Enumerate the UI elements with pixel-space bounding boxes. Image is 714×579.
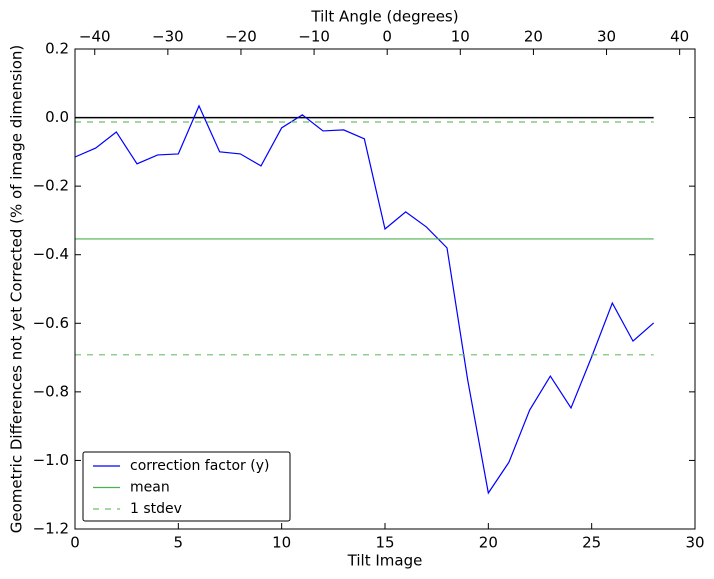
data-line [74, 104, 655, 495]
plot-frame [74, 48, 696, 530]
x-tick-label: 0 [70, 534, 80, 552]
x-tick-label: 30 [685, 534, 704, 552]
x2-tick-label: 30 [597, 28, 616, 46]
legend-label: 1 stdev [130, 501, 182, 517]
plot-area [75, 49, 695, 529]
y-tick-label: −0.2 [33, 177, 69, 195]
legend-label: mean [130, 480, 170, 496]
legend-label: correction factor (y) [130, 458, 269, 474]
y-tick-label: −0.6 [33, 314, 69, 332]
x2-tick-label: 0 [382, 28, 392, 46]
x2-tick-label: 20 [524, 28, 543, 46]
x-tick-label: 5 [174, 534, 184, 552]
x2-tick-label: −40 [79, 28, 111, 46]
x-tick-label: 15 [375, 534, 394, 552]
y-tick-label: 0.2 [45, 40, 69, 58]
x2-tick-label: 40 [670, 28, 689, 46]
x2-tick-label: −10 [298, 28, 330, 46]
y-tick-label: −0.8 [33, 382, 69, 400]
y-axis-label: Geometric Differences not yet Corrected … [8, 45, 26, 534]
y-tick-label: −0.4 [33, 245, 69, 263]
x2-tick-label: −20 [225, 28, 257, 46]
x2-tick-label: 10 [451, 28, 470, 46]
x-tick-label: 20 [479, 534, 498, 552]
y-tick-label: −1.0 [33, 451, 69, 469]
y-tick-label: 0.0 [45, 108, 69, 126]
legend-box [82, 451, 291, 522]
y-tick-label: −1.2 [33, 520, 69, 538]
x2-axis-label: Tilt Angle (degrees) [310, 8, 458, 26]
x-axis-label: Tilt Image [347, 552, 423, 570]
x-tick-label: 25 [582, 534, 601, 552]
x-tick-label: 10 [272, 534, 291, 552]
x2-tick-label: −30 [152, 28, 184, 46]
